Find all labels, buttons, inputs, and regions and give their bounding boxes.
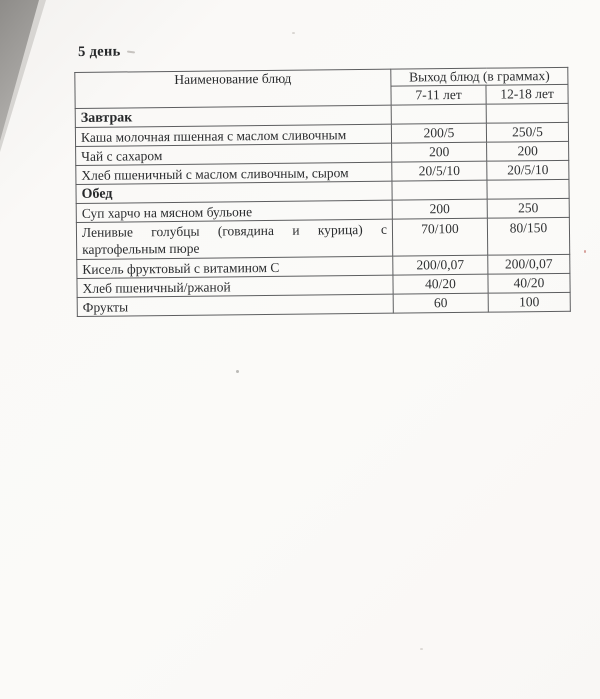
table-row: Ленивые голубцы (говядина и курица) с ка… bbox=[76, 217, 570, 260]
portion-12-18-cell: 200 bbox=[486, 141, 569, 162]
portion-7-11-cell bbox=[391, 180, 488, 201]
scan-speck bbox=[292, 32, 295, 34]
portion-7-11-cell: 40/20 bbox=[392, 274, 489, 295]
portion-12-18-cell: 250 bbox=[487, 198, 570, 219]
scan-speck bbox=[236, 370, 239, 373]
scan-speck bbox=[584, 250, 586, 253]
portion-7-11-cell bbox=[391, 104, 487, 125]
portion-12-18-cell bbox=[486, 103, 569, 124]
dish-name-cell: Каша молочная пшенная с маслом сливочным bbox=[75, 124, 392, 147]
portion-12-18-cell bbox=[486, 179, 570, 200]
column-header-age-7-11: 7-11 лет bbox=[390, 85, 487, 106]
portion-12-18-cell: 100 bbox=[488, 292, 571, 313]
portion-7-11-cell: 70/100 bbox=[392, 218, 488, 257]
document-content: 5 день Наименование блюд Выход блюд (в г… bbox=[74, 39, 577, 317]
portion-7-11-cell: 200 bbox=[391, 142, 487, 163]
scan-speck bbox=[420, 648, 423, 650]
portion-7-11-cell: 60 bbox=[393, 293, 489, 314]
column-header-dish-name: Наименование блюд bbox=[74, 69, 392, 109]
dish-name-cell: Фрукты bbox=[77, 294, 394, 317]
column-header-output-grams: Выход блюд (в граммах) bbox=[390, 67, 568, 87]
portion-12-18-cell: 40/20 bbox=[487, 273, 571, 294]
portion-12-18-cell: 250/5 bbox=[486, 122, 569, 143]
dish-name-cell: Хлеб пшеничный с маслом сливочным, сыром bbox=[75, 162, 392, 185]
day-title: 5 день bbox=[77, 43, 121, 60]
portion-7-11-cell: 200/5 bbox=[391, 123, 487, 144]
menu-table: Наименование блюд Выход блюд (в граммах)… bbox=[74, 67, 571, 317]
portion-7-11-cell: 20/5/10 bbox=[391, 161, 487, 182]
portion-12-18-cell: 80/150 bbox=[487, 217, 570, 256]
portion-7-11-cell: 200/0,07 bbox=[392, 255, 488, 276]
portion-12-18-cell: 20/5/10 bbox=[486, 160, 569, 181]
dish-name-cell: Ленивые голубцы (говядина и курица) с ка… bbox=[76, 219, 393, 260]
portion-12-18-cell: 200/0,07 bbox=[487, 254, 570, 275]
portion-7-11-cell: 200 bbox=[392, 199, 488, 220]
column-header-age-12-18: 12-18 лет bbox=[485, 84, 569, 105]
